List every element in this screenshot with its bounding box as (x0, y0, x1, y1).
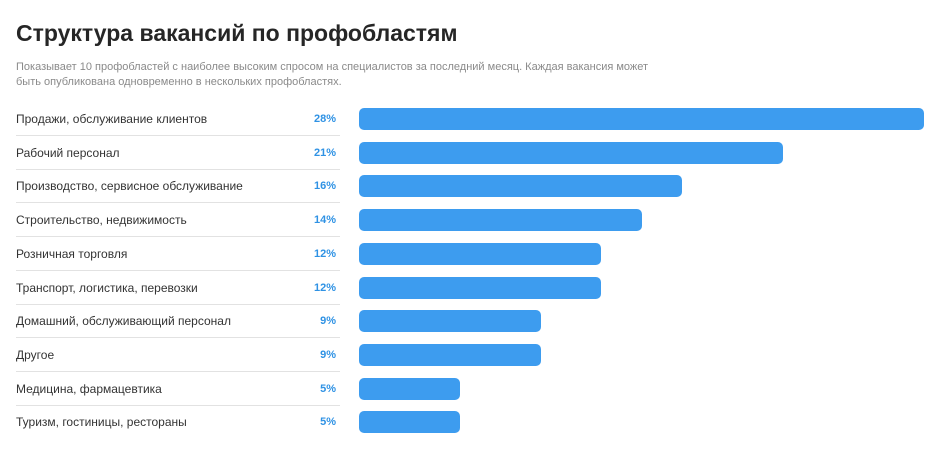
bar-row: Транспорт, логистика, перевозки 12% (16, 271, 935, 305)
row-divider (16, 370, 340, 372)
category-label: Медицина, фармацевтика (16, 381, 162, 396)
bar-row: Производство, сервисное обслуживание 16% (16, 169, 935, 204)
bar-row: Строительство, недвижимость 14% (16, 203, 935, 238)
value-label: 14% (313, 214, 336, 227)
bar (359, 209, 642, 232)
bar-row: Другое 9% (16, 338, 935, 372)
bar (359, 343, 541, 366)
row-divider (16, 236, 340, 238)
category-label: Производство, сервисное обслуживание (16, 179, 243, 194)
category-label: Рабочий персонал (16, 145, 120, 160)
bar (359, 141, 783, 164)
bar (359, 175, 682, 198)
value-label: 16% (313, 180, 336, 193)
category-label: Строительство, недвижимость (16, 213, 187, 228)
bar (359, 276, 601, 299)
bar-row: Рабочий персонал 21% (16, 136, 935, 170)
category-label: Туризм, гостиницы, рестораны (16, 415, 187, 430)
row-divider (16, 269, 340, 271)
value-label: 9% (320, 315, 336, 328)
row-divider (16, 168, 340, 170)
bar-row: Туризм, гостиницы, рестораны 5% (16, 405, 935, 439)
value-label: 9% (320, 348, 336, 361)
bar (359, 108, 924, 130)
category-label: Другое (16, 347, 55, 362)
bar-row: Розничная торговля 12% (16, 237, 935, 271)
bar (359, 310, 541, 333)
row-divider (16, 337, 340, 339)
bar-chart: Продажи, обслуживание клиентов 28% Рабочий… (16, 102, 935, 439)
row-divider (16, 202, 340, 204)
bar (359, 242, 601, 265)
category-label: Транспорт, логистика, перевозки (16, 280, 198, 295)
row-divider (16, 135, 340, 136)
row-divider (16, 303, 340, 305)
bar-row: Продажи, обслуживание клиентов 28% (16, 102, 935, 136)
chart-title: Структура вакансий по профобластям (16, 20, 458, 46)
value-label: 28% (313, 113, 336, 125)
value-label: 21% (313, 146, 336, 159)
value-label: 12% (313, 281, 336, 294)
row-divider (16, 404, 340, 406)
bar-row: Домашний, обслуживающий персонал 9% (16, 304, 935, 339)
value-label: 12% (313, 247, 336, 260)
category-label: Продажи, обслуживание клиентов (16, 112, 208, 126)
category-label: Домашний, обслуживающий персонал (16, 314, 231, 329)
bar-row: Медицина, фармацевтика 5% (16, 372, 935, 406)
bar (359, 411, 460, 434)
value-label: 5% (320, 416, 336, 429)
chart-subtitle: Показывает 10 профобластей с наиболее вы… (16, 61, 649, 88)
value-label: 5% (320, 382, 336, 395)
category-label: Розничная торговля (16, 246, 128, 261)
bar (359, 377, 460, 400)
